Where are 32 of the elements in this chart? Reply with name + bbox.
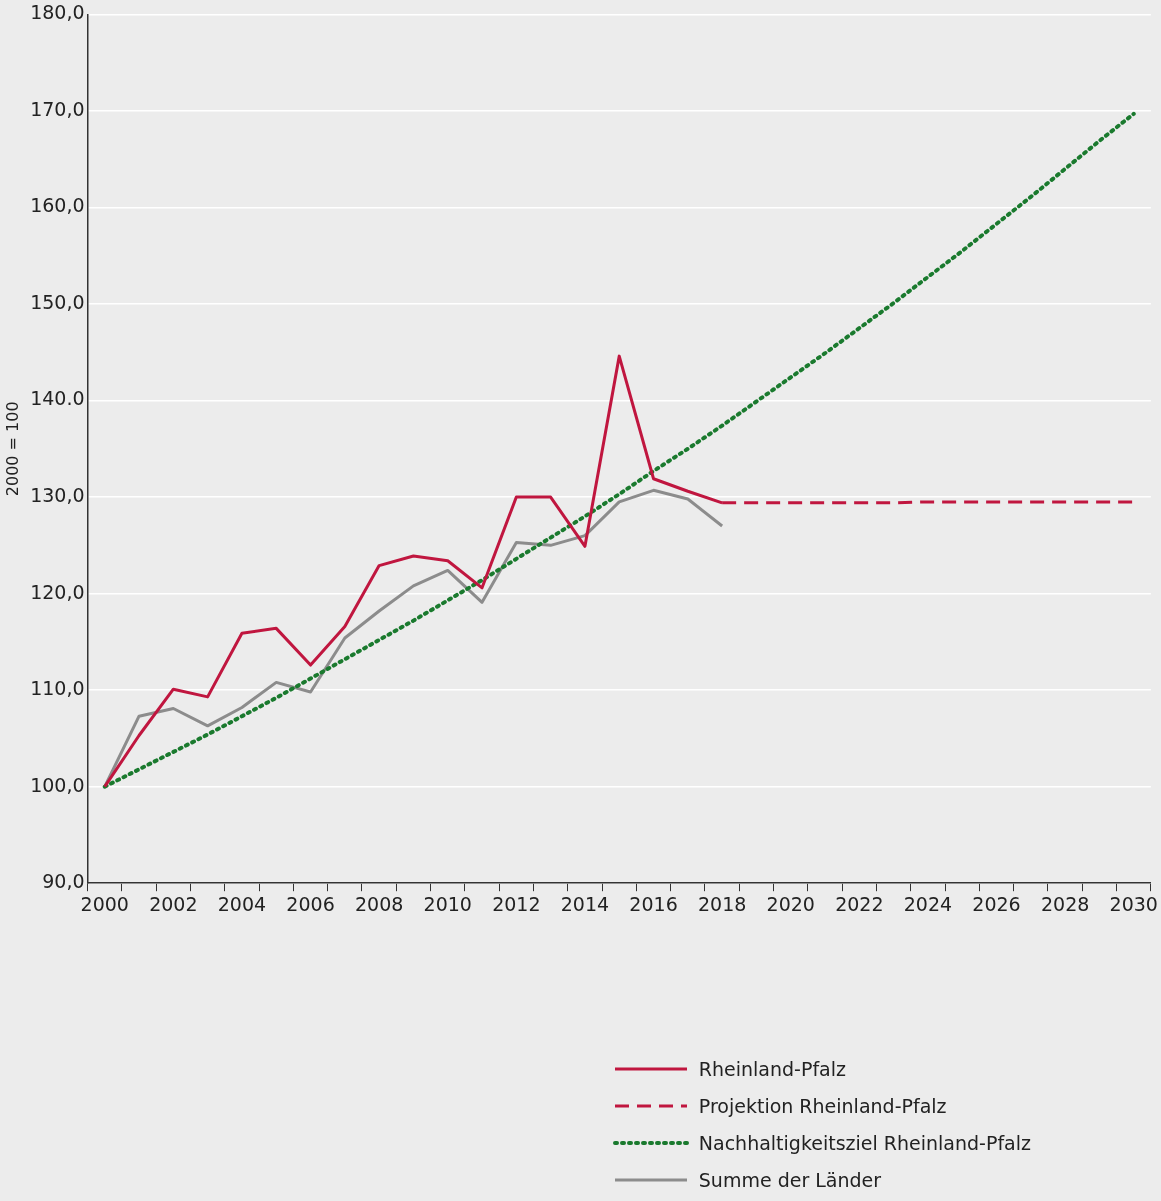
y-tick-label: 160,0 [30, 194, 85, 217]
x-tick-label: 2018 [697, 892, 747, 915]
x-tick-label: 2014 [560, 892, 610, 915]
line-series [102, 111, 1136, 789]
legend-label: Nachhaltigkeitsziel Rheinland-Pfalz [698, 1131, 1031, 1154]
x-tick-label: 2028 [1040, 892, 1090, 915]
legend-label: Projektion Rheinland-Pfalz [698, 1094, 947, 1117]
y-tick-label: 150,0 [30, 290, 85, 313]
y-tick-label: 110,0 [30, 677, 85, 700]
y-tick-label: 180,0 [30, 1, 85, 24]
y-tick-label: 90,0 [42, 870, 85, 893]
x-tick-label: 2004 [217, 892, 267, 915]
x-tick-label: 2008 [354, 892, 404, 915]
y-tick-label: 140.0 [30, 387, 85, 410]
x-tick-label: 2022 [835, 892, 884, 915]
y-tick-label: 100,0 [30, 773, 85, 796]
x-tick-label: 2030 [1109, 892, 1158, 915]
legend-label: Rheinland-Pfalz [698, 1057, 846, 1080]
x-tick-label: 2026 [972, 892, 1021, 915]
x-tick-label: 2006 [286, 892, 335, 915]
y-axis-title: 2000 = 100 [2, 401, 22, 497]
y-tick-label: 120,0 [30, 580, 85, 603]
x-tick-label: 2000 [80, 892, 129, 915]
x-tick-label: 2010 [423, 892, 472, 915]
y-tick-label: 170,0 [30, 97, 85, 120]
legend-label: Summe der Länder [698, 1168, 882, 1191]
x-tick-label: 2012 [492, 892, 541, 915]
x-tick-label: 2024 [903, 892, 953, 915]
x-tick-label: 2016 [629, 892, 678, 915]
x-tick-label: 2020 [766, 892, 815, 915]
x-tick-label: 2002 [149, 892, 198, 915]
y-tick-label: 130,0 [30, 484, 85, 506]
